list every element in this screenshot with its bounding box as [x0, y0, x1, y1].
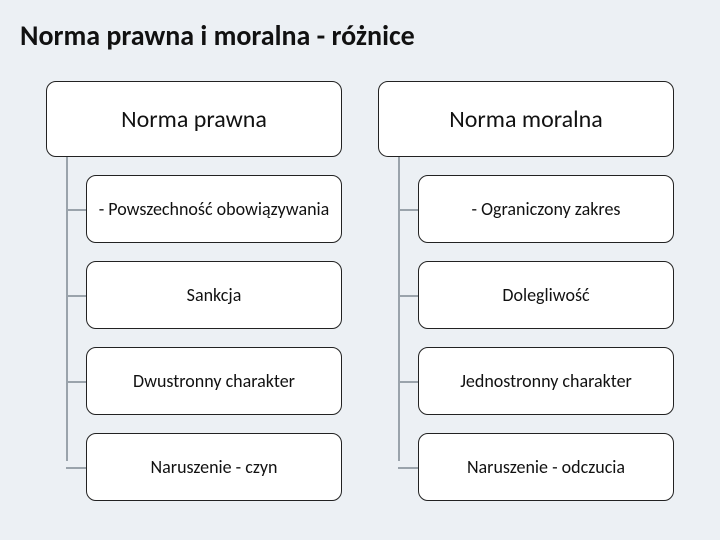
tree-trunk [66, 157, 68, 461]
tree-branch [66, 467, 86, 469]
column-right: Norma moralna - Ograniczony zakres Doleg… [378, 81, 674, 501]
item-box: Sankcja [86, 261, 342, 329]
tree-branch [398, 295, 418, 297]
tree-item: Sankcja [86, 261, 342, 329]
tree-branch [398, 467, 418, 469]
tree-item: - Powszechność obowiązywania [86, 175, 342, 243]
tree-branch [66, 209, 86, 211]
item-box: Jednostronny charakter [418, 347, 674, 415]
items-list: - Ograniczony zakres Dolegliwość Jednost… [378, 175, 674, 501]
tree-item: - Ograniczony zakres [418, 175, 674, 243]
item-box: - Powszechność obowiązywania [86, 175, 342, 243]
tree-item: Naruszenie - odczucia [418, 433, 674, 501]
tree-branch [398, 209, 418, 211]
item-box: Naruszenie - odczucia [418, 433, 674, 501]
tree-branch [398, 381, 418, 383]
slide-root: Norma prawna i moralna - różnice Norma p… [0, 0, 720, 540]
column-left: Norma prawna - Powszechność obowiązywani… [46, 81, 342, 501]
items-list: - Powszechność obowiązywania Sankcja Dwu… [46, 175, 342, 501]
tree-item: Jednostronny charakter [418, 347, 674, 415]
columns-container: Norma prawna - Powszechność obowiązywani… [20, 81, 700, 501]
tree-branch [66, 381, 86, 383]
tree-branch [66, 295, 86, 297]
item-box: - Ograniczony zakres [418, 175, 674, 243]
tree-item: Dolegliwość [418, 261, 674, 329]
item-box: Naruszenie - czyn [86, 433, 342, 501]
tree-item: Dwustronny charakter [86, 347, 342, 415]
item-box: Dolegliwość [418, 261, 674, 329]
column-header: Norma prawna [46, 81, 342, 157]
tree-trunk [398, 157, 400, 461]
slide-title: Norma prawna i moralna - różnice [20, 18, 700, 53]
item-box: Dwustronny charakter [86, 347, 342, 415]
column-header: Norma moralna [378, 81, 674, 157]
tree-item: Naruszenie - czyn [86, 433, 342, 501]
